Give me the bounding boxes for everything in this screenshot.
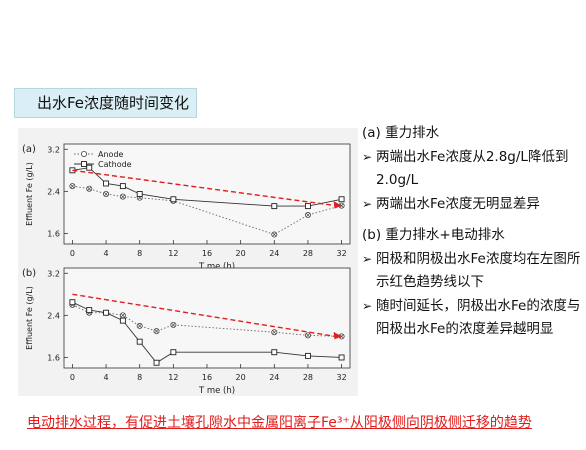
chart-panel: (a) 1.6 2.4 3.2 0 4 8 12 16 20 24 28 32 T me (h) Efflu… bbox=[18, 128, 358, 396]
note-b-bullet-2: 随时间延长，阴极出水Fe的浓度与阳极出水Fe的浓度差异越明显 bbox=[362, 295, 584, 342]
note-a-bullet-1: 两端出水Fe浓度从2.8g/L降低到2.0g/L bbox=[362, 146, 584, 193]
note-b-bullet-1: 阳极和阴极出水Fe浓度均在左图所示红色趋势线以下 bbox=[362, 248, 584, 295]
data-point-cathode bbox=[304, 203, 311, 210]
y-tick-label: 1.6 bbox=[47, 229, 60, 238]
x-tick-label: 8 bbox=[137, 373, 142, 382]
x-tick-label: 32 bbox=[336, 249, 346, 258]
data-point-cathode bbox=[271, 203, 278, 210]
x-axis-label: T me (h) bbox=[198, 262, 235, 272]
trend-arrowhead bbox=[333, 201, 342, 209]
data-point-cathode bbox=[338, 196, 345, 203]
data-point-anode bbox=[86, 185, 93, 192]
data-point-anode bbox=[304, 332, 311, 339]
trend-line bbox=[72, 293, 336, 338]
data-point-cathode bbox=[86, 307, 93, 314]
conclusion-text: 电动排水过程，有促进土壤孔隙水中金属阳离子Fe³⁺从阳极侧向阴极侧迁移的趋势 bbox=[27, 415, 532, 431]
data-point-cathode bbox=[304, 352, 311, 359]
x-tick-label: 28 bbox=[303, 249, 313, 258]
y-axis-label: Effluent Fe (g/L) bbox=[25, 286, 34, 350]
trend-arrowhead bbox=[333, 331, 342, 340]
series-line-anode bbox=[72, 185, 342, 236]
note-b-heading: (b) 重力排水+电动排水 bbox=[362, 227, 505, 243]
data-point-anode bbox=[170, 321, 177, 328]
panel-label: (b) bbox=[22, 268, 36, 279]
x-tick-label: 12 bbox=[168, 249, 178, 258]
y-tick-label: 2.4 bbox=[47, 311, 60, 320]
data-point-cathode bbox=[170, 349, 177, 356]
x-tick-label: 0 bbox=[70, 373, 75, 382]
series-line-cathode bbox=[72, 301, 342, 364]
note-a-bullet-2: 两端出水Fe浓度无明显差异 bbox=[362, 193, 584, 217]
x-tick-label: 32 bbox=[336, 373, 346, 382]
slide-title: 出水Fe浓度随时间变化 bbox=[14, 88, 197, 118]
x-tick-label: 28 bbox=[303, 373, 313, 382]
legend-label: Cathode bbox=[98, 160, 132, 169]
x-tick-label: 4 bbox=[104, 249, 109, 258]
data-point-cathode bbox=[136, 191, 143, 197]
legend-label: Anode bbox=[98, 150, 124, 159]
x-tick-label: 4 bbox=[104, 373, 109, 382]
y-tick-label: 1.6 bbox=[47, 353, 60, 362]
data-point-anode bbox=[271, 231, 278, 238]
data-point-cathode bbox=[119, 183, 126, 190]
data-point-anode bbox=[119, 312, 126, 319]
y-tick-label: 2.4 bbox=[47, 187, 60, 196]
data-point-cathode bbox=[338, 354, 345, 361]
data-point-cathode bbox=[170, 196, 177, 203]
data-point-cathode bbox=[69, 299, 76, 306]
note-a-heading: (a) 重力排水 bbox=[362, 125, 440, 141]
data-point-anode bbox=[136, 322, 143, 329]
data-point-anode bbox=[69, 183, 76, 190]
panel-label: (a) bbox=[22, 144, 36, 155]
x-tick-label: 24 bbox=[269, 373, 279, 382]
plot-frame bbox=[63, 267, 351, 369]
data-point-anode bbox=[271, 329, 278, 336]
data-point-anode bbox=[304, 212, 311, 219]
x-axis-label: T me (h) bbox=[198, 386, 235, 396]
data-point-cathode bbox=[103, 180, 110, 187]
x-tick-label: 12 bbox=[168, 373, 178, 382]
data-point-cathode bbox=[119, 317, 126, 324]
data-point-cathode bbox=[271, 349, 278, 356]
data-point-cathode bbox=[136, 338, 143, 345]
x-tick-label: 20 bbox=[236, 373, 246, 382]
data-point-anode bbox=[119, 193, 126, 200]
y-tick-label: 3.2 bbox=[47, 145, 60, 154]
legend-marker bbox=[81, 150, 88, 157]
x-tick-label: 24 bbox=[269, 249, 279, 258]
fe-concentration-charts: (a) 1.6 2.4 3.2 0 4 8 12 16 20 24 28 32 T me (h) Efflu… bbox=[22, 143, 351, 396]
data-point-cathode bbox=[103, 309, 110, 316]
series-line-anode bbox=[72, 304, 342, 337]
x-tick-label: 16 bbox=[202, 249, 212, 258]
legend-marker bbox=[81, 161, 87, 167]
y-axis-label: Effluent Fe (g/L) bbox=[25, 162, 34, 226]
plot-frame bbox=[63, 143, 351, 245]
x-tick-label: 0 bbox=[70, 249, 75, 258]
data-point-anode bbox=[153, 328, 160, 335]
notes-panel: (a) 重力排水 两端出水Fe浓度从2.8g/L降低到2.0g/L 两端出水Fe… bbox=[362, 122, 584, 342]
y-tick-label: 3.2 bbox=[47, 269, 60, 278]
trend-line bbox=[72, 169, 336, 207]
data-point-cathode bbox=[86, 164, 93, 171]
x-tick-label: 20 bbox=[236, 249, 246, 258]
x-tick-label: 8 bbox=[137, 249, 142, 258]
data-point-cathode bbox=[153, 359, 160, 366]
x-tick-label: 16 bbox=[202, 373, 212, 382]
data-point-anode bbox=[103, 191, 110, 198]
